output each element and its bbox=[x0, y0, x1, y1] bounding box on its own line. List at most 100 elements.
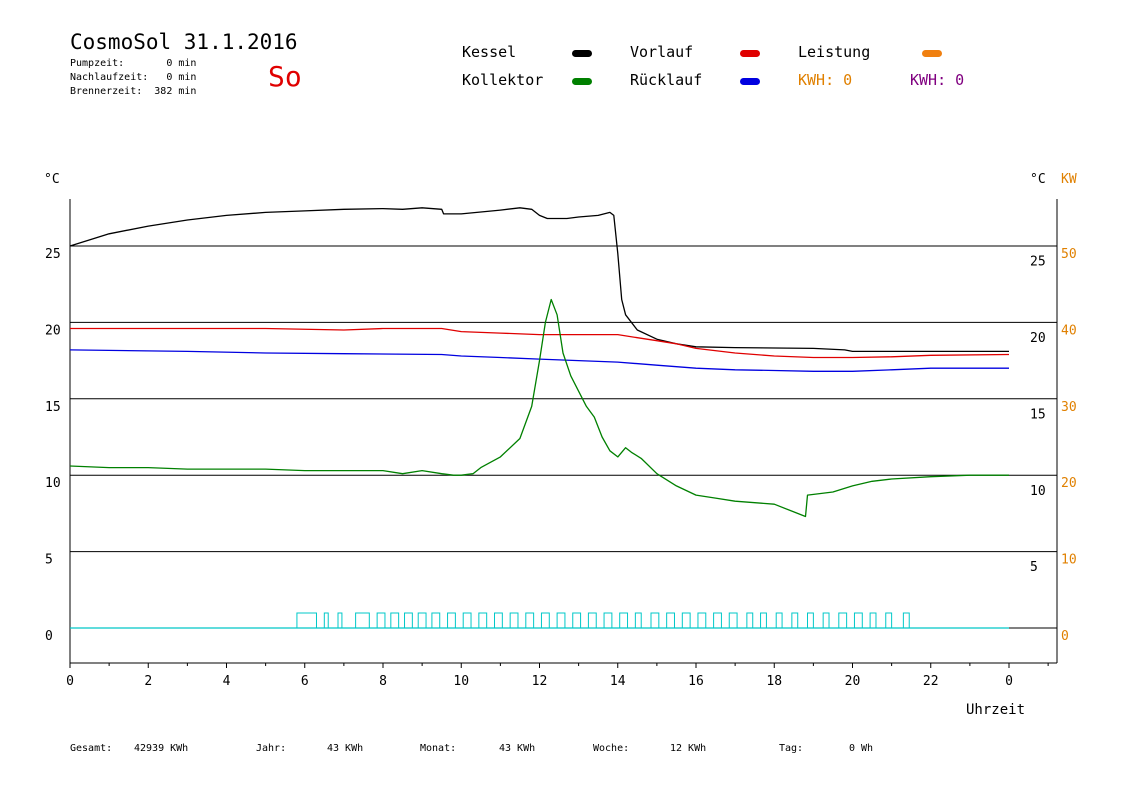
left-tick-label: 25 bbox=[45, 247, 61, 262]
footer-value-week: 12 KWh bbox=[670, 743, 707, 754]
x-tick-label: 2 bbox=[144, 674, 152, 689]
pump-on-segment bbox=[431, 612, 441, 629]
legend-label-vorlauf: Vorlauf bbox=[630, 43, 694, 61]
kw-tick-label: 40 bbox=[1061, 323, 1077, 338]
pump-on-segment bbox=[713, 612, 722, 629]
temperature-chart: 0 5 10 15 20 25 5 10 15 20 25 0 10 20 30 40 50 0 2 4 6 8 10… bbox=[44, 172, 1077, 718]
axes bbox=[69, 199, 1058, 664]
pump-on-segment bbox=[296, 612, 317, 629]
pump-on-segment bbox=[902, 612, 910, 629]
pump-on-segment bbox=[603, 612, 613, 629]
left-tick-label: 20 bbox=[45, 323, 61, 338]
pump-on-segment bbox=[697, 612, 707, 629]
legend-swatch-leistung bbox=[922, 50, 942, 57]
left-axis-unit: °C bbox=[44, 172, 60, 187]
pump-on-segment bbox=[619, 612, 629, 629]
footer-value-day: 0 Wh bbox=[849, 743, 874, 754]
right-tick-label: 20 bbox=[1030, 331, 1046, 346]
series-lines bbox=[69, 207, 1010, 629]
pump-on-segment bbox=[323, 612, 329, 629]
pump-on-segment bbox=[681, 612, 691, 629]
pump-on-segment bbox=[760, 612, 767, 629]
left-tick-label: 0 bbox=[45, 629, 53, 644]
x-tick-label: 6 bbox=[301, 674, 309, 689]
pump-on-segment bbox=[634, 612, 642, 629]
pump-on-segment bbox=[728, 612, 738, 629]
run-on-time: Nachlaufzeit: 0 min bbox=[70, 72, 197, 83]
pump-on-segment bbox=[775, 612, 783, 629]
pump-on-segment bbox=[447, 612, 456, 629]
x-tick-label: 12 bbox=[532, 674, 548, 689]
x-tick-label: 10 bbox=[453, 674, 469, 689]
pump-on-segment bbox=[355, 612, 370, 629]
burner-time: Brennerzeit: 382 min bbox=[70, 86, 197, 97]
pump-on-segment bbox=[838, 612, 848, 629]
pump-on-segment bbox=[337, 612, 343, 629]
series-rücklauf bbox=[69, 349, 1009, 372]
pump-on-segment bbox=[822, 612, 830, 629]
pump-on-segment bbox=[462, 612, 472, 629]
footer-value-month: 43 KWh bbox=[499, 743, 536, 754]
pump-on-segment bbox=[807, 612, 814, 629]
x-tick-label: 4 bbox=[223, 674, 231, 689]
left-tick-label: 15 bbox=[45, 400, 61, 415]
footer-value-year: 43 KWh bbox=[327, 743, 364, 754]
pump-on-segment bbox=[791, 612, 799, 629]
series-vorlauf bbox=[70, 327, 1010, 359]
legend-label-kollektor: Kollektor bbox=[462, 71, 544, 89]
right-tick-label: 10 bbox=[1030, 484, 1046, 499]
footer-label-month: Monat: bbox=[420, 743, 457, 754]
legend-swatch-kollektor bbox=[572, 78, 592, 85]
footer-label-day: Tag: bbox=[779, 743, 804, 754]
x-tick-label: 0 bbox=[66, 674, 74, 689]
kw-axis-ticks: 0 10 20 30 40 50 bbox=[1061, 247, 1077, 644]
right-tick-label: 25 bbox=[1030, 255, 1046, 270]
pump-on-segment bbox=[404, 612, 413, 629]
x-tick-label: 22 bbox=[923, 674, 939, 689]
right-tick-label: 15 bbox=[1030, 407, 1046, 422]
legend-label-ruecklauf: Rücklauf bbox=[630, 71, 703, 89]
kwh-orange: KWH: 0 bbox=[798, 71, 853, 89]
legend-swatch-ruecklauf bbox=[740, 78, 760, 85]
x-tick-label: 14 bbox=[610, 674, 626, 689]
left-tick-label: 10 bbox=[45, 476, 61, 491]
pump-on-segment bbox=[666, 612, 675, 629]
kw-tick-label: 30 bbox=[1061, 400, 1077, 415]
pump-on-segment bbox=[525, 612, 535, 629]
kw-tick-label: 10 bbox=[1061, 553, 1077, 568]
legend-swatch-vorlauf bbox=[740, 50, 760, 57]
pump-on-segment bbox=[509, 612, 519, 629]
right-axis-unit: °C bbox=[1030, 172, 1046, 187]
series-kessel bbox=[69, 207, 1009, 353]
pump-on-segment bbox=[376, 612, 386, 629]
series-kollektor bbox=[69, 298, 1009, 518]
pump-on-segment bbox=[390, 612, 400, 629]
footer-label-year: Jahr: bbox=[256, 743, 287, 754]
right-axis-ticks: 5 10 15 20 25 bbox=[1030, 255, 1046, 576]
right-tick-label: 5 bbox=[1030, 560, 1038, 575]
x-tick-label: 8 bbox=[379, 674, 387, 689]
pump-on-segment bbox=[650, 612, 660, 629]
pump-on-segment bbox=[478, 612, 488, 629]
kwh-purple: KWH: 0 bbox=[910, 71, 965, 89]
pump-on-segment bbox=[494, 612, 503, 629]
pump-on-segment bbox=[853, 612, 863, 629]
pump-on-segment bbox=[540, 612, 550, 629]
left-tick-label: 5 bbox=[45, 553, 53, 568]
pump-on-segment bbox=[556, 612, 566, 629]
kw-tick-label: 50 bbox=[1061, 247, 1077, 262]
x-tick-label: 18 bbox=[766, 674, 782, 689]
legend-label-kessel: Kessel bbox=[462, 43, 517, 61]
footer-label-week: Woche: bbox=[593, 743, 630, 754]
x-axis-ticks: 0 2 4 6 8 10 12 14 16 18 20 22 0 bbox=[66, 663, 1049, 689]
footer-label-total: Gesamt: bbox=[70, 743, 113, 754]
pump-on-segment bbox=[587, 612, 597, 629]
kw-axis-unit: KW bbox=[1061, 172, 1077, 187]
legend-swatch-kessel bbox=[572, 50, 592, 57]
x-tick-label: 20 bbox=[845, 674, 861, 689]
x-axis-label: Uhrzeit bbox=[966, 702, 1025, 718]
x-tick-label: 16 bbox=[688, 674, 704, 689]
chart-title: CosmoSol 31.1.2016 bbox=[70, 30, 298, 54]
footer-value-total: 42939 KWh bbox=[134, 743, 189, 754]
pump-on-segment bbox=[746, 612, 754, 629]
